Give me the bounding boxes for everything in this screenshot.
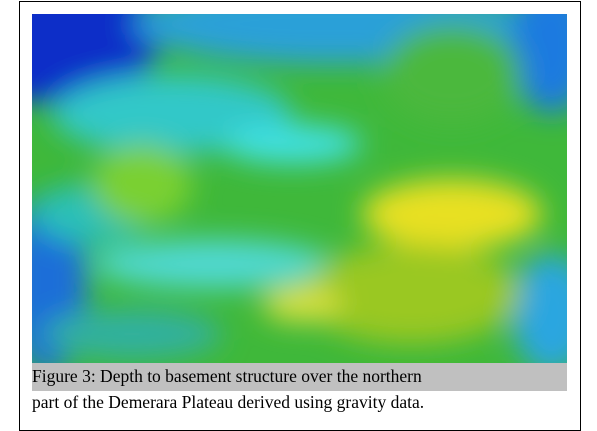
- caption-line: Figure 3: Depth to basement structure ov…: [32, 363, 567, 391]
- caption-line: part of the Demerara Plateau derived usi…: [32, 389, 567, 415]
- gravity-map-image: [32, 14, 567, 363]
- page: Figure 3: Depth to basement structure ov…: [0, 0, 597, 425]
